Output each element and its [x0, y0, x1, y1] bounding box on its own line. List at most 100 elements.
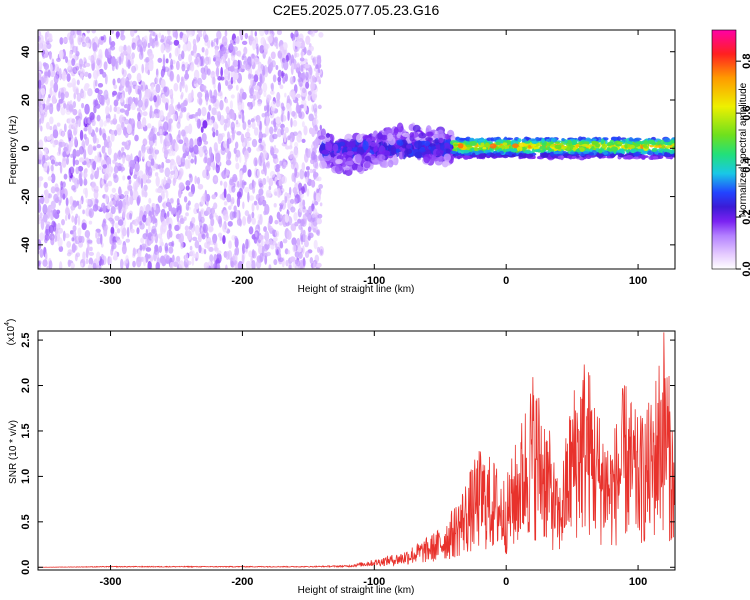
spectrogram-cell — [87, 198, 91, 205]
spectrogram-cell — [205, 97, 209, 106]
spectrogram-cell — [539, 146, 546, 150]
spectrogram-cell — [67, 82, 73, 88]
spectrogram-cell — [155, 261, 160, 269]
spectrogram-cell — [259, 214, 263, 225]
spectrogram-cell — [553, 151, 559, 155]
spectrogram-cell — [180, 91, 184, 98]
spectrogram-cell — [151, 84, 155, 90]
spectrogram-cell — [178, 260, 184, 269]
spectrogram-cell — [355, 153, 362, 164]
spectrogram-cell — [114, 193, 119, 201]
spectrogram-cell — [349, 138, 356, 149]
spectrogram-cell — [79, 68, 86, 77]
spectrogram-cell — [229, 39, 234, 45]
spectrogram-cell — [620, 148, 625, 154]
spectrogram-cell — [316, 176, 322, 182]
spectrogram-cell — [554, 141, 561, 145]
spectrogram-cell — [405, 148, 413, 155]
y-tick-label: 0 — [20, 145, 32, 151]
spectrogram-cell — [294, 259, 299, 265]
spectrogram-cell — [301, 138, 306, 143]
spectrogram-cell — [657, 140, 661, 146]
spectrogram-cell — [268, 185, 272, 191]
spectrogram-cell — [245, 260, 252, 269]
spectrogram-cell — [659, 144, 665, 149]
spectrogram-cell — [518, 152, 524, 158]
spectrogram-cell — [136, 216, 141, 223]
spectrogram-cell — [265, 251, 271, 257]
spectrogram-cell — [71, 176, 76, 183]
spectrogram-cell — [197, 91, 203, 99]
spectrogram-cell — [72, 108, 78, 116]
spectrogram-cell — [495, 141, 501, 146]
spectrogram-cell — [54, 187, 60, 193]
spectrogram-cell — [38, 177, 42, 188]
spectrogram-cell — [253, 127, 259, 136]
spectrogram-cell — [43, 53, 49, 58]
spectrogram-cell — [73, 86, 79, 95]
spectrogram-cell — [250, 118, 255, 123]
spectrogram-cell — [113, 99, 119, 107]
spectrogram-cell — [151, 225, 157, 235]
spectrogram-cell — [97, 157, 103, 163]
x-tick-label: -200 — [231, 275, 253, 287]
spectrogram-cell — [254, 159, 258, 166]
spectrogram-cell — [305, 71, 309, 81]
spectrogram-cell — [130, 57, 134, 65]
spectrogram-cell — [130, 228, 135, 234]
spectrogram-cell — [281, 106, 286, 111]
spectrogram-cell — [138, 170, 144, 180]
spectrogram-cell — [38, 30, 42, 37]
spectrogram-cell — [289, 137, 293, 149]
spectrogram-cell — [274, 230, 280, 238]
spectrogram-cell — [42, 62, 47, 67]
spectrogram-cell — [125, 254, 129, 264]
spectrogram-cell — [105, 105, 110, 116]
spectrogram-cell — [432, 139, 440, 144]
spectrogram-cell — [450, 135, 457, 142]
spectrogram-cell — [578, 147, 585, 152]
spectrogram-cell — [154, 172, 159, 177]
spectrogram-cell — [231, 197, 235, 204]
spectrogram-cell — [93, 99, 99, 106]
spectrogram-cell — [77, 227, 82, 237]
spectrogram-cell — [313, 201, 319, 206]
spectrogram-cell — [208, 119, 213, 126]
spectrogram-cell — [155, 74, 159, 85]
spectrogram-cell — [423, 154, 431, 164]
spectrogram-cell — [281, 175, 287, 184]
spectrogram-cell — [215, 215, 219, 221]
spectrogram-cell — [62, 37, 68, 44]
spectrogram-cell — [53, 193, 59, 202]
spectrogram-cell — [561, 138, 565, 142]
spectrogram-cell — [304, 250, 310, 258]
spectrogram-cell — [136, 256, 142, 262]
spectrogram-cell — [247, 73, 252, 80]
spectrogram-cell — [268, 264, 272, 269]
spectrogram-cell — [160, 211, 165, 223]
spectrogram-cell — [189, 245, 193, 251]
spectrogram-cell — [252, 79, 255, 91]
spectrogram-cell — [49, 87, 53, 97]
spectrogram-cell — [212, 238, 217, 246]
spectrogram-cell — [242, 121, 247, 131]
spectrogram-cell — [236, 191, 242, 198]
spectrogram-cell — [53, 221, 57, 232]
spectrogram-cell — [178, 182, 185, 191]
spectrogram-cell — [251, 249, 255, 259]
spectrogram-cell — [214, 261, 218, 269]
spectrogram-cell — [617, 153, 626, 158]
spectrogram-cell — [93, 189, 99, 200]
spectrogram-cell — [83, 172, 88, 178]
spectrogram-cell — [281, 61, 284, 69]
spectrogram-cell — [332, 143, 339, 153]
spectrogram-cell — [189, 64, 195, 72]
spectrogram-cell — [57, 222, 61, 230]
spectrogram-cell — [181, 50, 185, 60]
spectrogram-cell — [127, 139, 132, 146]
spectrogram-cell — [65, 157, 69, 165]
spectrogram-cell — [214, 177, 218, 182]
spectrogram-cell — [606, 147, 611, 151]
spectrogram-cell — [486, 152, 491, 156]
spectrogram-cell — [241, 113, 245, 124]
